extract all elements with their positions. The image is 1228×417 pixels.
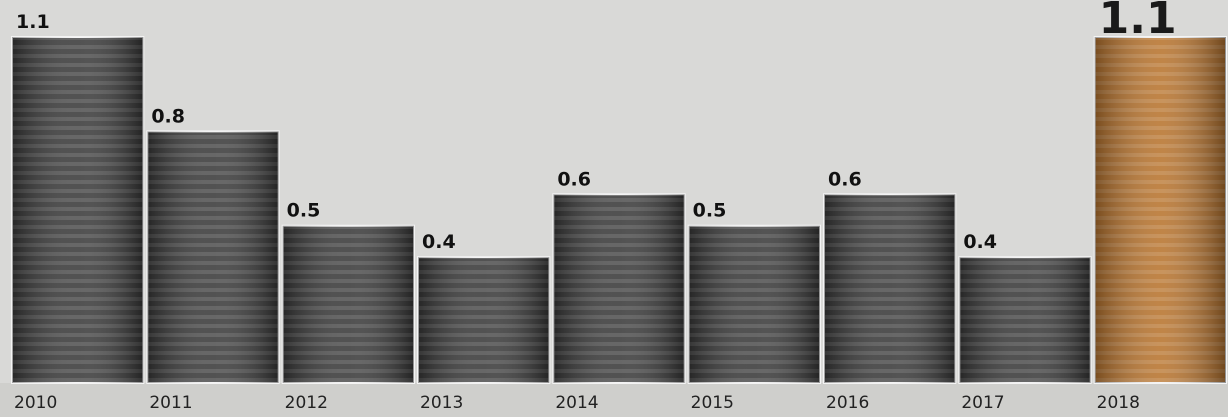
value-label: 0.8 xyxy=(151,105,185,127)
value-label: 0.4 xyxy=(963,231,997,253)
bar-shade xyxy=(418,257,550,383)
bar-shade xyxy=(12,37,144,383)
x-tick-label: 2017 xyxy=(961,393,1004,413)
x-tick-label: 2013 xyxy=(420,393,463,413)
bar-shade xyxy=(147,131,279,383)
bar-shade xyxy=(824,194,956,383)
value-label: 1.1 xyxy=(1099,0,1177,44)
x-tick-label: 2016 xyxy=(826,393,869,413)
bar-shade xyxy=(282,225,414,383)
value-label: 0.6 xyxy=(557,168,591,190)
bar-shade xyxy=(1094,37,1226,383)
x-tick-label: 2018 xyxy=(1097,393,1140,413)
label-strip xyxy=(0,383,1228,417)
value-label: 1.1 xyxy=(16,11,50,33)
x-tick-label: 2012 xyxy=(285,393,328,413)
x-tick-label: 2015 xyxy=(691,393,734,413)
value-label: 0.5 xyxy=(287,200,321,222)
bar-shade xyxy=(688,225,820,383)
value-label: 0.5 xyxy=(693,200,727,222)
value-label: 0.4 xyxy=(422,231,456,253)
x-tick-label: 2011 xyxy=(149,393,192,413)
value-label: 0.6 xyxy=(828,168,862,190)
bar-shade xyxy=(553,194,685,383)
bar-shade xyxy=(959,257,1091,383)
x-tick-label: 2010 xyxy=(14,393,57,413)
x-tick-label: 2014 xyxy=(555,393,598,413)
